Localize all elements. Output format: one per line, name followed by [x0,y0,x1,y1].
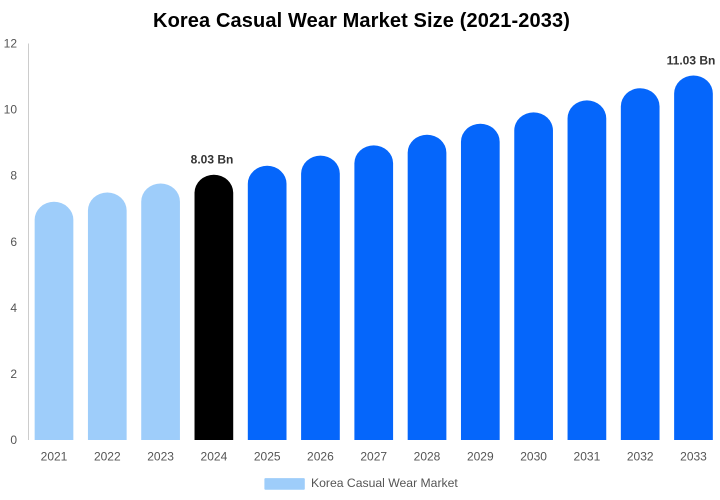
svg-text:2022: 2022 [94,450,121,464]
svg-text:Korea Casual Wear Market: Korea Casual Wear Market [311,476,458,490]
svg-text:2023: 2023 [147,450,174,464]
svg-text:0: 0 [10,433,17,447]
svg-text:2031: 2031 [574,450,601,464]
svg-text:12: 12 [4,37,18,51]
svg-text:2026: 2026 [307,450,334,464]
svg-text:2025: 2025 [254,450,281,464]
svg-text:2032: 2032 [627,450,654,464]
svg-text:2028: 2028 [414,450,441,464]
svg-text:8.03 Bn: 8.03 Bn [191,152,234,166]
svg-text:2033: 2033 [680,450,707,464]
svg-text:2021: 2021 [41,450,68,464]
svg-text:Korea Casual Wear Market Size: Korea Casual Wear Market Size (2021-2033… [153,10,570,32]
svg-text:2: 2 [10,367,17,381]
svg-text:2024: 2024 [201,450,228,464]
svg-text:8: 8 [10,169,17,183]
svg-text:4: 4 [10,301,17,315]
svg-text:6: 6 [10,235,17,249]
svg-text:2030: 2030 [520,450,547,464]
svg-text:2027: 2027 [360,450,387,464]
svg-text:11.03 Bn: 11.03 Bn [667,53,716,67]
svg-text:2029: 2029 [467,450,494,464]
svg-text:10: 10 [4,103,18,117]
